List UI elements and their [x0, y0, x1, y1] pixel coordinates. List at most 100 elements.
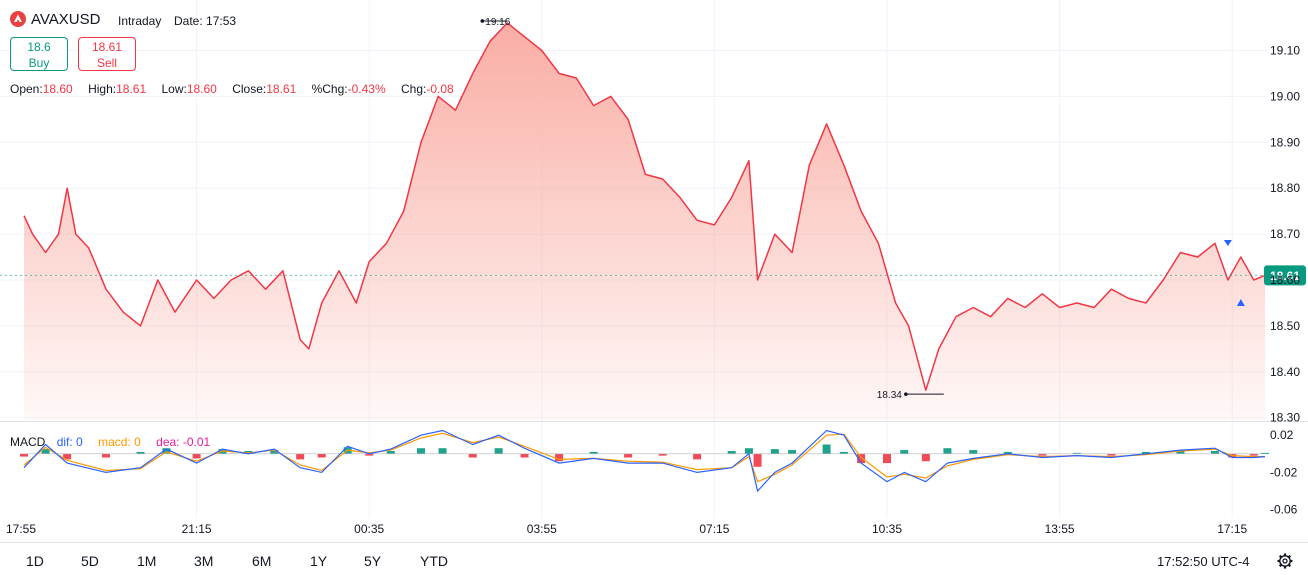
macd-title: MACD — [10, 435, 46, 449]
symbol-name: AVAXUSD — [31, 11, 101, 28]
chg-label: Chg: — [401, 82, 427, 96]
macd-histogram-bar — [1176, 450, 1185, 454]
range-button-ytd[interactable]: YTD — [420, 553, 448, 569]
open-value: 18.60 — [42, 82, 73, 96]
sell-button[interactable]: 18.61 Sell — [78, 37, 136, 71]
close-label: Close: — [232, 82, 267, 96]
macd-histogram-bar — [1003, 451, 1012, 454]
min-marker-dot — [904, 392, 908, 396]
macd-histogram-bar — [658, 453, 667, 456]
macd-histogram-bar — [1210, 450, 1219, 454]
macd-value: 0 — [134, 435, 141, 449]
macd-histogram-bar — [1141, 451, 1150, 454]
ohlc-legend: Open:18.60 High:18.61 Low:18.60 Close:18… — [10, 82, 466, 96]
high-label: High: — [88, 82, 117, 96]
macd-histogram-bar — [883, 453, 892, 464]
bottom-toolbar: 1D 5D 1M 3M 6M 1Y 5Y YTD 17:52:50 UTC-4 — [0, 543, 1308, 571]
avalanche-logo-icon — [10, 11, 26, 27]
open-label: Open: — [10, 82, 43, 96]
macd-y-tick-label: -0.02 — [1270, 465, 1298, 479]
buy-button[interactable]: 18.6 Buy — [10, 37, 68, 71]
max-marker-dot — [480, 19, 485, 23]
macd-histogram-bar — [943, 448, 952, 454]
close-value: 18.61 — [266, 82, 297, 96]
x-tick-label: 21:15 — [182, 522, 212, 536]
range-button-6m[interactable]: 6M — [252, 553, 272, 569]
pchg-value: -0.43% — [347, 82, 386, 96]
macd-histogram-bar — [1072, 452, 1081, 454]
macd-histogram-bar — [555, 453, 564, 462]
macd-histogram-bar — [1038, 453, 1047, 456]
high-value: 18.61 — [116, 82, 147, 96]
macd-histogram-bar — [136, 451, 145, 454]
low-value: 18.60 — [186, 82, 217, 96]
range-button-3m[interactable]: 3M — [194, 553, 214, 569]
macd-histogram-bar — [520, 453, 529, 458]
macd-histogram — [20, 444, 1269, 467]
x-tick-label: 10:35 — [872, 522, 902, 536]
macd-histogram-bar — [969, 450, 978, 454]
price-area — [24, 23, 1265, 420]
range-button-1y[interactable]: 1Y — [310, 553, 328, 569]
y-tick-label: 18.40 — [1270, 365, 1300, 379]
macd-label: macd: — [98, 435, 131, 449]
macd-histogram-bar — [921, 453, 930, 462]
sell-price: 18.61 — [91, 40, 123, 54]
macd-legend: MACD dif: 0 macd: 0 dea: -0.01 — [10, 435, 210, 449]
x-tick-label: 17:15 — [1217, 522, 1247, 536]
macd-histogram-bar — [41, 449, 50, 454]
y-tick-label: 18.60 — [1270, 273, 1300, 287]
pchg-label: %Chg: — [311, 82, 348, 96]
macd-histogram-bar — [727, 450, 736, 454]
macd-histogram-bar — [900, 450, 909, 454]
macd-histogram-bar — [192, 453, 201, 459]
x-tick-label: 07:15 — [699, 522, 729, 536]
dif-label: dif: — [56, 435, 73, 449]
macd-histogram-bar — [296, 453, 305, 460]
buy-signal-marker — [1236, 299, 1245, 306]
range-button-5d[interactable]: 5D — [81, 553, 99, 569]
macd-histogram-bar — [744, 448, 753, 454]
dea-value: -0.01 — [182, 435, 211, 449]
dif-line — [23, 429, 1266, 493]
range-button-1m[interactable]: 1M — [137, 553, 157, 569]
macd-histogram-bar — [63, 453, 72, 460]
chg-value: -0.08 — [426, 82, 454, 96]
y-tick-label: 18.50 — [1270, 319, 1300, 333]
range-button-1d[interactable]: 1D — [26, 553, 44, 569]
date-label: Date: 17:53 — [174, 14, 237, 28]
macd-histogram-bar — [1261, 452, 1269, 454]
macd-histogram-bar — [857, 453, 866, 464]
max-price-label: 19.16 — [485, 17, 510, 28]
y-tick-label: 18.70 — [1270, 227, 1300, 241]
macd-histogram-bar — [753, 453, 762, 467]
macd-histogram-bar — [386, 450, 395, 454]
sell-label: Sell — [96, 56, 117, 70]
macd-histogram-bar — [270, 450, 279, 454]
macd-histogram-bar — [162, 448, 171, 454]
x-tick-label: 13:55 — [1045, 522, 1075, 536]
dea-label: dea: — [156, 435, 180, 449]
interval-label: Intraday — [118, 14, 162, 28]
clock-readout: 17:52:50 UTC-4 — [1157, 554, 1250, 569]
y-tick-label: 19.10 — [1270, 43, 1300, 57]
last-price-label: 18.61 — [1270, 269, 1300, 283]
range-button-5y[interactable]: 5Y — [364, 553, 382, 569]
macd-histogram-bar — [822, 444, 831, 454]
min-price-label: 18.34 — [877, 390, 902, 401]
gear-icon[interactable] — [1276, 552, 1294, 570]
y-tick-label: 19.00 — [1270, 89, 1300, 103]
macd-histogram-bar — [788, 450, 797, 454]
low-label: Low: — [161, 82, 187, 96]
macd-histogram-bar — [839, 451, 848, 454]
dif-value: 0 — [76, 435, 83, 449]
macd-histogram-bar — [438, 448, 447, 454]
y-tick-label: 18.90 — [1270, 135, 1300, 149]
macd-y-tick-label: -0.06 — [1270, 503, 1298, 517]
chart-canvas[interactable]: 18.6119.1019.0018.9018.8018.7018.6018.50… — [0, 0, 1308, 543]
macd-histogram-bar — [20, 453, 28, 457]
sell-signal-marker — [1223, 240, 1232, 246]
macd-y-tick-label: 0.02 — [1270, 428, 1294, 442]
macd-histogram-bar — [101, 453, 110, 458]
last-price-tag — [1264, 265, 1306, 286]
